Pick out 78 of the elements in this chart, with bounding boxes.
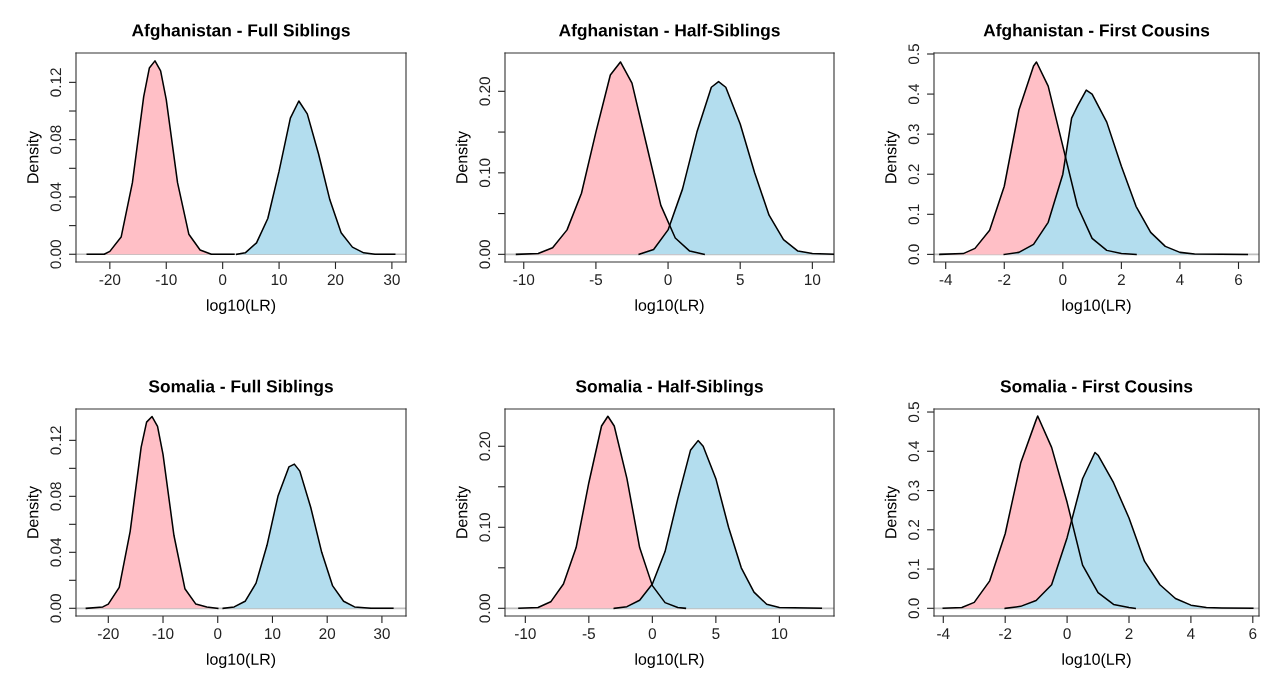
x-tick-label: -10 <box>155 274 177 286</box>
x-tick-label: -10 <box>152 628 174 640</box>
y-tick-label: 0.00 <box>479 594 491 623</box>
x-tick-label: 0 <box>664 274 672 286</box>
x-tick-label: 4 <box>1176 274 1184 285</box>
y-tick-label: 0.5 <box>908 44 920 65</box>
x-tick-label: -5 <box>582 628 595 640</box>
x-tick-label: 10 <box>805 274 821 286</box>
x-tick-label: 5 <box>736 274 744 286</box>
x-tick-label: 10 <box>265 628 281 640</box>
y-tick-label: 0.4 <box>908 441 920 462</box>
y-axis-title: Density <box>884 130 900 183</box>
y-tick-label: 0.2 <box>908 519 920 540</box>
x-tick-label: -2 <box>999 628 1012 639</box>
chart-title: Somalia - Full Siblings <box>148 379 333 397</box>
x-tick-label: 0 <box>1059 274 1067 286</box>
x-axis-title: log10(LR) <box>635 653 704 669</box>
x-tick-label: 2 <box>1117 274 1125 285</box>
y-tick-label: 0.4 <box>908 83 920 105</box>
x-tick-label: 6 <box>1235 274 1243 286</box>
y-axis-title: Density <box>26 485 42 538</box>
y-tick-label: 0.0 <box>908 244 920 265</box>
x-tick-label: 0 <box>219 274 227 286</box>
x-axis-title: log10(LR) <box>1062 299 1131 315</box>
y-tick-label: 0.1 <box>908 559 920 580</box>
chart-title: Afghanistan - Full Siblings <box>131 23 350 41</box>
x-tick-label: 6 <box>1249 628 1257 640</box>
y-tick-label: 0.00 <box>50 594 62 623</box>
y-tick-label: 0.00 <box>50 239 62 269</box>
x-tick-label: 0 <box>648 628 656 640</box>
y-tick-label: 0.04 <box>50 537 62 567</box>
x-tick-label: 10 <box>271 274 287 286</box>
y-tick-label: 0.3 <box>908 124 920 145</box>
y-tick-label: 0.20 <box>479 77 491 106</box>
y-tick-label: 0.0 <box>908 598 920 619</box>
y-tick-label: 0.10 <box>479 158 491 188</box>
y-tick-label: 0.1 <box>908 204 920 225</box>
x-tick-label: 0 <box>214 628 222 640</box>
x-tick-label: 2 <box>1125 628 1133 639</box>
x-axis-title: log10(LR) <box>635 299 704 315</box>
x-axis-title: log10(LR) <box>207 653 276 669</box>
x-tick-label: -5 <box>589 274 603 286</box>
x-tick-label: -10 <box>514 628 536 640</box>
x-axis-title: log10(LR) <box>1062 653 1131 669</box>
x-tick-label: -10 <box>513 274 535 286</box>
x-tick-label: -2 <box>998 274 1011 285</box>
chart-title: Somalia - First Cousins <box>1000 379 1193 393</box>
x-tick-label: 20 <box>327 274 344 286</box>
x-tick-label: -20 <box>97 628 119 640</box>
x-tick-label: 30 <box>383 274 400 286</box>
y-axis-title: Density <box>455 130 471 183</box>
y-axis-title: Density <box>455 485 471 538</box>
y-tick-label: 0.12 <box>50 426 62 455</box>
y-tick-label: 0.12 <box>50 68 62 97</box>
chart-title: Afghanistan - First Cousins <box>983 23 1210 41</box>
y-tick-label: 0.08 <box>50 125 62 154</box>
chart-title: Afghanistan - Half-Siblings <box>559 23 780 41</box>
x-tick-label: -4 <box>939 274 953 285</box>
y-tick-label: 0.5 <box>908 402 920 423</box>
x-tick-label: 4 <box>1187 628 1195 639</box>
x-tick-label: -20 <box>99 274 121 286</box>
x-tick-label: 20 <box>319 628 336 640</box>
chart-title: Somalia - Half-Siblings <box>575 379 763 397</box>
y-tick-label: 0.10 <box>479 513 491 542</box>
x-tick-label: -4 <box>937 628 950 639</box>
y-tick-label: 0.3 <box>908 480 920 501</box>
y-tick-label: 0.2 <box>908 164 920 185</box>
y-axis-title: Density <box>884 485 900 538</box>
x-tick-label: 30 <box>374 628 390 640</box>
x-tick-label: 0 <box>1063 628 1071 640</box>
y-tick-label: 0.08 <box>50 482 62 511</box>
y-tick-label: 0.00 <box>479 240 491 269</box>
y-tick-label: 0.20 <box>479 432 491 461</box>
y-axis-title: Density <box>26 130 42 183</box>
x-tick-label: 10 <box>772 628 788 640</box>
y-tick-label: 0.04 <box>50 182 62 212</box>
x-axis-title: log10(LR) <box>207 299 276 315</box>
x-tick-label: 5 <box>712 628 720 640</box>
